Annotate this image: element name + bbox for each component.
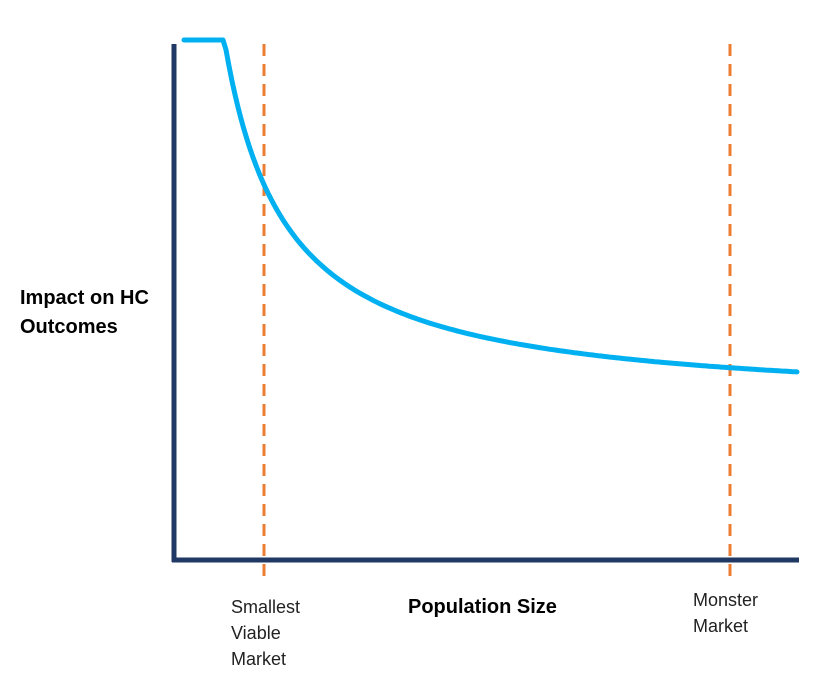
smallest-viable-market-label: Smallest Viable Market <box>231 594 300 672</box>
smallest-viable-market-label-line-2: Viable <box>231 623 281 643</box>
y-axis-label: Impact on HC Outcomes <box>20 287 149 338</box>
smallest-viable-market-label-line-3: Market <box>231 649 287 669</box>
x-axis-label: Population Size <box>408 596 557 618</box>
smallest-viable-market-label-line-1: Smallest <box>231 597 301 617</box>
impact-curve-line <box>181 37 800 375</box>
monster-market-label-line-2: Market <box>693 616 749 636</box>
monster-market-label: Monster Market <box>693 587 758 639</box>
monster-market-label-line-1: Monster <box>693 590 759 610</box>
